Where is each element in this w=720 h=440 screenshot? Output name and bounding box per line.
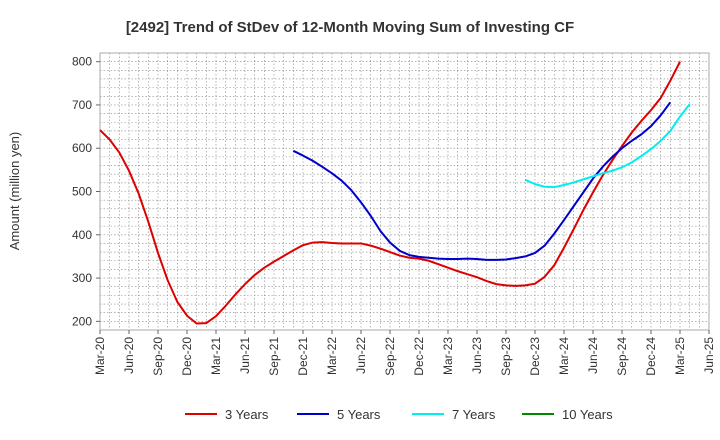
chart-title: [2492] Trend of StDev of 12-Month Moving… bbox=[126, 19, 574, 36]
x-tick-label: Mar-21 bbox=[209, 337, 223, 375]
y-tick-label: 400 bbox=[72, 228, 92, 242]
legend-label: 3 Years bbox=[225, 407, 269, 422]
y-tick-label: 600 bbox=[72, 141, 92, 155]
x-tick-label: Mar-24 bbox=[557, 337, 571, 375]
x-axis-ticks: Mar-20 Jun-20 Sep-20 Dec-20 Mar-21 Jun-21 Sep-… bbox=[93, 330, 716, 376]
x-tick-label: Mar-25 bbox=[673, 337, 687, 375]
y-axis-label: Amount (million yen) bbox=[7, 132, 22, 251]
legend-label: 5 Years bbox=[337, 407, 381, 422]
x-tick-label: Dec-23 bbox=[528, 337, 542, 376]
x-tick-label: Sep-20 bbox=[151, 337, 165, 376]
y-tick-label: 700 bbox=[72, 98, 92, 112]
x-tick-label: Dec-20 bbox=[180, 337, 194, 376]
x-tick-label: Dec-22 bbox=[412, 337, 426, 376]
x-tick-label: Dec-24 bbox=[644, 337, 658, 376]
series-lines bbox=[99, 61, 691, 325]
series-line-5-years bbox=[292, 101, 672, 261]
x-tick-label: Mar-22 bbox=[325, 337, 339, 375]
x-tick-label: Jun-20 bbox=[122, 337, 136, 374]
x-tick-label: Jun-25 bbox=[702, 337, 716, 374]
legend-label: 7 Years bbox=[452, 407, 496, 422]
x-tick-label: Mar-20 bbox=[93, 337, 107, 375]
legend-label: 10 Years bbox=[562, 407, 613, 422]
legend: 3 Years 5 Years 7 Years 10 Years bbox=[185, 407, 613, 422]
x-tick-label: Mar-23 bbox=[441, 337, 455, 375]
x-tick-label: Sep-22 bbox=[383, 337, 397, 376]
x-tick-label: Jun-24 bbox=[586, 337, 600, 374]
x-tick-label: Jun-23 bbox=[470, 337, 484, 374]
x-tick-label: Jun-21 bbox=[238, 337, 252, 374]
x-tick-label: Sep-23 bbox=[499, 337, 513, 376]
y-tick-label: 200 bbox=[72, 314, 92, 328]
x-tick-label: Jun-22 bbox=[354, 337, 368, 374]
x-tick-label: Sep-24 bbox=[615, 337, 629, 376]
series-line-3-years bbox=[99, 61, 681, 325]
y-tick-label: 800 bbox=[72, 55, 92, 69]
x-tick-label: Sep-21 bbox=[267, 337, 281, 376]
series-line-7-years bbox=[524, 103, 691, 189]
x-tick-label: Dec-21 bbox=[296, 337, 310, 376]
grid bbox=[99, 53, 710, 330]
y-tick-label: 500 bbox=[72, 185, 92, 199]
y-axis-ticks: 200 300 400 500 600 700 800 bbox=[72, 55, 100, 328]
y-tick-label: 300 bbox=[72, 271, 92, 285]
